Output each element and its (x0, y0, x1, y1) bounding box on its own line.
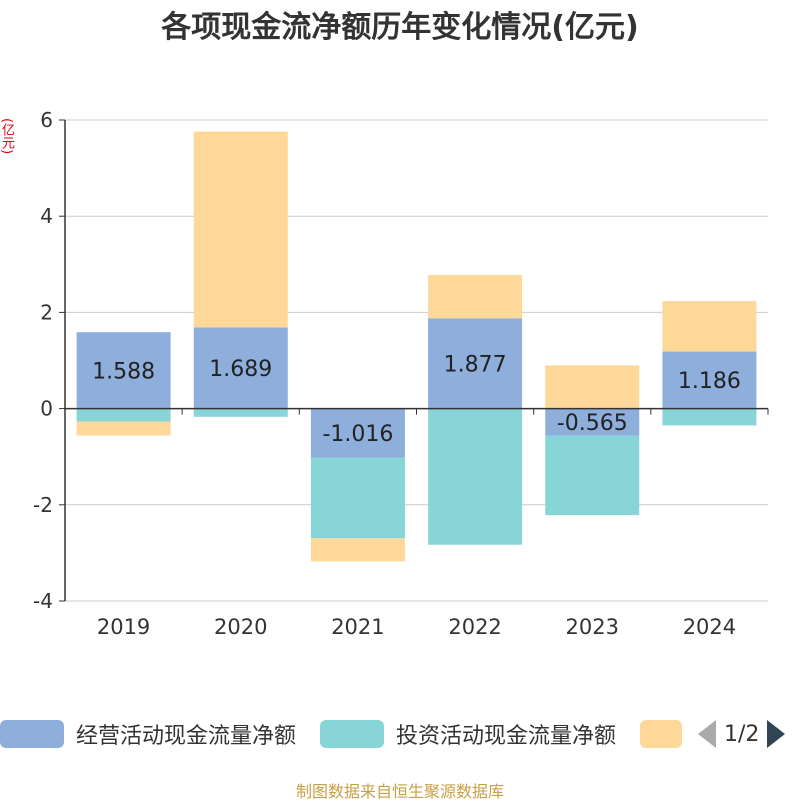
bar-0-2021 (310, 408, 405, 458)
x-tick-label: 2022 (448, 615, 501, 639)
legend-swatch-financing (640, 720, 682, 748)
data-label: -0.565 (557, 411, 628, 436)
legend-pager: 1/2 (698, 714, 786, 754)
source-note: 制图数据来自恒生聚源数据库 (295, 782, 504, 801)
legend-label-investing: 投资活动现金流量净额 (396, 724, 617, 749)
bar-2-2023 (545, 365, 640, 409)
pager-prev-icon[interactable] (698, 720, 716, 748)
bar-1-2020 (193, 408, 288, 417)
data-label: 1.588 (92, 359, 155, 384)
bar-2-2020 (193, 131, 288, 328)
chart-plot: 6 4 2 0 -2 -4 2019 2020 2021 2022 2023 2024 1.588 1.6… (33, 108, 769, 639)
y-tick-label: -4 (33, 589, 53, 613)
y-tick-label: 6 (40, 108, 53, 132)
data-label: 1.186 (678, 369, 741, 394)
pager-next-icon[interactable] (767, 720, 786, 748)
y-axis-unit-label: (亿元) (0, 118, 14, 155)
pager-page-text: 1/2 (724, 721, 760, 747)
bar-1-2021 (310, 457, 405, 539)
bar-0-2022 (428, 318, 523, 409)
data-label: -1.016 (322, 422, 393, 447)
bar-2-2019 (76, 421, 171, 436)
x-tick-label: 2023 (566, 615, 619, 639)
bar-1-2019 (76, 408, 171, 422)
legend-item-financing[interactable] (640, 714, 694, 754)
x-tick-label: 2021 (331, 615, 384, 639)
y-tick-label: -2 (33, 493, 53, 517)
data-label: 1.877 (444, 352, 507, 377)
bar-0-2020 (193, 327, 288, 409)
bar-2-2022 (428, 275, 523, 319)
bar-0-2019 (76, 332, 171, 409)
y-tick-label: 2 (40, 300, 53, 324)
bar-2-2024 (662, 301, 757, 352)
data-label: 1.689 (209, 357, 272, 382)
legend-item-operating[interactable]: 经营活动现金流量净额 (0, 714, 296, 754)
x-tick-label: 2020 (214, 615, 267, 639)
legend-swatch-operating (0, 720, 64, 748)
y-tick-label: 4 (40, 204, 53, 228)
legend-label-operating: 经营活动现金流量净额 (76, 724, 297, 749)
bar-1-2022 (428, 408, 523, 545)
bar-0-2024 (662, 351, 757, 409)
x-tick-label: 2024 (683, 615, 736, 639)
legend: 经营活动现金流量净额 投资活动现金流量净额 (0, 714, 800, 754)
bar-2-2021 (310, 538, 405, 562)
bar-1-2024 (662, 408, 757, 426)
legend-swatch-investing (320, 720, 384, 748)
bar-1-2023 (545, 435, 640, 516)
bar-0-2023 (545, 408, 640, 436)
chart-title: 各项现金流净额历年变化情况(亿元) (161, 10, 639, 45)
y-tick-label: 0 (40, 397, 53, 421)
legend-item-investing[interactable]: 投资活动现金流量净额 (320, 714, 616, 754)
x-tick-label: 2019 (97, 615, 150, 639)
